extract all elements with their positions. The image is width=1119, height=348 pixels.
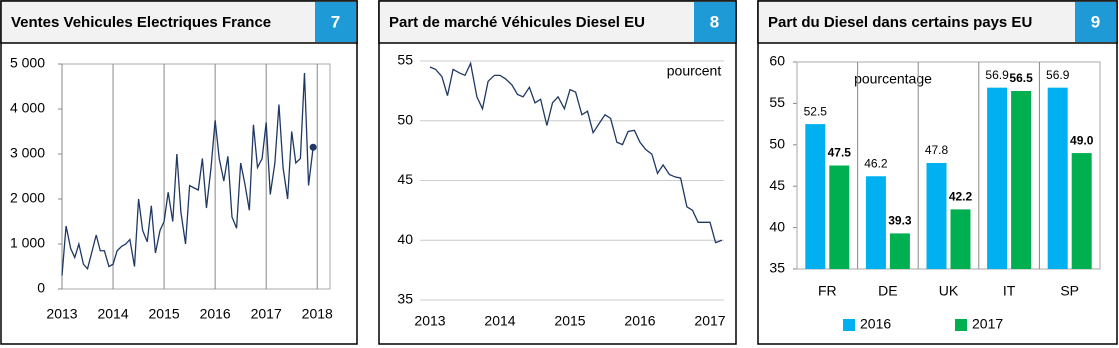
x-tick-label: 2013 [414, 313, 445, 329]
y-tick-label: 4 000 [10, 100, 45, 116]
y-tick-label: 35 [397, 291, 413, 307]
panel-frame [378, 0, 737, 345]
bar [889, 233, 910, 269]
panel-header [757, 0, 1118, 44]
panel-number: 9 [1091, 12, 1100, 31]
line-series [61, 72, 314, 276]
x-tick-label: 2017 [251, 306, 282, 322]
data-label: 39.3 [888, 214, 912, 228]
legend-label: 2017 [972, 316, 1003, 332]
y-tick-label: 0 [37, 280, 45, 296]
y-tick-label: 55 [397, 52, 413, 68]
panel-badge [694, 2, 735, 42]
x-tick-label: IT [1003, 283, 1016, 299]
bar [1071, 153, 1092, 269]
data-label: 46.2 [864, 156, 888, 170]
x-tick-label: 2018 [302, 306, 333, 322]
data-label: 52.5 [804, 104, 828, 118]
annotation: pourcent [667, 63, 722, 79]
x-tick-label: FR [818, 283, 837, 299]
legend-swatch [843, 319, 855, 331]
panel-header [0, 0, 358, 44]
legend-swatch [955, 319, 967, 331]
data-label: 56.9 [985, 68, 1009, 82]
y-tick-label: 35 [769, 260, 785, 276]
y-tick-label: 50 [397, 111, 413, 127]
x-tick-label: SP [1060, 283, 1079, 299]
y-tick-label: 40 [769, 218, 785, 234]
x-tick-label: 2015 [554, 313, 585, 329]
panel-title: Part de marché Véhicules Diesel EU [389, 14, 645, 31]
data-label: 56.5 [1009, 71, 1033, 85]
y-tick-label: 50 [769, 136, 785, 152]
panel-number: 8 [710, 12, 719, 31]
bar [805, 124, 826, 269]
y-tick-label: 60 [769, 53, 785, 69]
data-label: 47.5 [828, 146, 852, 160]
y-tick-label: 2 000 [10, 190, 45, 206]
x-tick-label: 2014 [97, 306, 128, 322]
y-tick-label: 40 [397, 231, 413, 247]
bar [987, 87, 1008, 269]
x-tick-label: UK [939, 283, 959, 299]
x-tick-label: 2017 [694, 313, 725, 329]
data-label: 56.9 [1046, 68, 1070, 82]
y-tick-label: 45 [769, 177, 785, 193]
panel-badge [1075, 2, 1116, 42]
data-label: 47.8 [925, 143, 949, 157]
y-tick-label: 1 000 [10, 235, 45, 251]
bar [1047, 87, 1068, 269]
x-tick-label: 2013 [46, 306, 77, 322]
x-tick-label: 2016 [200, 306, 231, 322]
y-tick-label: 55 [769, 94, 785, 110]
panel-title: Ventes Vehicules Electriques France [11, 14, 271, 31]
legend-label: 2016 [860, 316, 891, 332]
data-label: 42.2 [949, 190, 973, 204]
line-series [429, 61, 723, 244]
x-tick-label: 2014 [484, 313, 515, 329]
bar [865, 176, 886, 269]
x-tick-label: DE [878, 283, 897, 299]
y-tick-label: 45 [397, 171, 413, 187]
panel-header [378, 0, 737, 44]
bar [926, 163, 947, 269]
panel-badge [315, 2, 356, 42]
data-label: 49.0 [1070, 133, 1094, 147]
panel-title: Part du Diesel dans certains pays EU [768, 14, 1032, 31]
bar [950, 209, 971, 269]
bar [829, 165, 850, 269]
y-tick-label: 5 000 [10, 55, 45, 71]
plot-frame [796, 61, 1101, 270]
panel-number: 7 [331, 12, 340, 31]
end-marker [309, 143, 317, 151]
x-tick-label: 2015 [149, 306, 180, 322]
panel-frame [0, 0, 358, 345]
bar [1011, 90, 1032, 269]
x-tick-label: 2016 [624, 313, 655, 329]
y-tick-label: 3 000 [10, 145, 45, 161]
annotation: pourcentage [854, 71, 932, 87]
